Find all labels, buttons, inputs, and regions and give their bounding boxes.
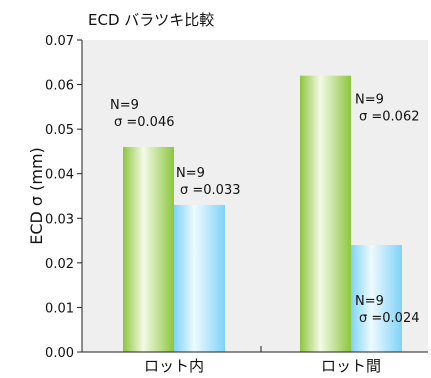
x-category-label: ロット間 — [321, 357, 381, 374]
y-tick-label: 0.00 — [45, 346, 74, 361]
data-annotation-n: N=9 — [176, 166, 205, 181]
y-tick-label: 0.01 — [45, 301, 74, 316]
data-annotation-n: N=9 — [110, 98, 139, 113]
y-tick-label: 0.05 — [45, 123, 74, 138]
data-annotation-n: N=9 — [355, 294, 384, 309]
data-annotation-sigma: σ =0.062 — [359, 110, 419, 125]
data-annotation-n: N=9 — [355, 93, 384, 108]
bar — [351, 245, 402, 352]
y-tick-label: 0.06 — [45, 79, 74, 94]
y-tick-label: 0.07 — [45, 34, 74, 49]
y-tick-label: 0.02 — [45, 257, 74, 272]
x-category-label: ロット内 — [144, 357, 204, 374]
data-annotation-sigma: σ =0.024 — [359, 311, 419, 326]
bar — [123, 146, 174, 352]
bar — [300, 75, 351, 353]
y-tick-label: 0.03 — [45, 212, 74, 227]
data-annotation-sigma: σ =0.033 — [180, 183, 240, 198]
y-axis-label: ECD σ (mm) — [27, 147, 46, 245]
bar — [174, 204, 225, 352]
chart-title: ECD バラツキ比較 — [88, 11, 214, 29]
data-annotation-sigma: σ =0.046 — [114, 115, 174, 130]
y-tick-label: 0.04 — [45, 168, 74, 183]
